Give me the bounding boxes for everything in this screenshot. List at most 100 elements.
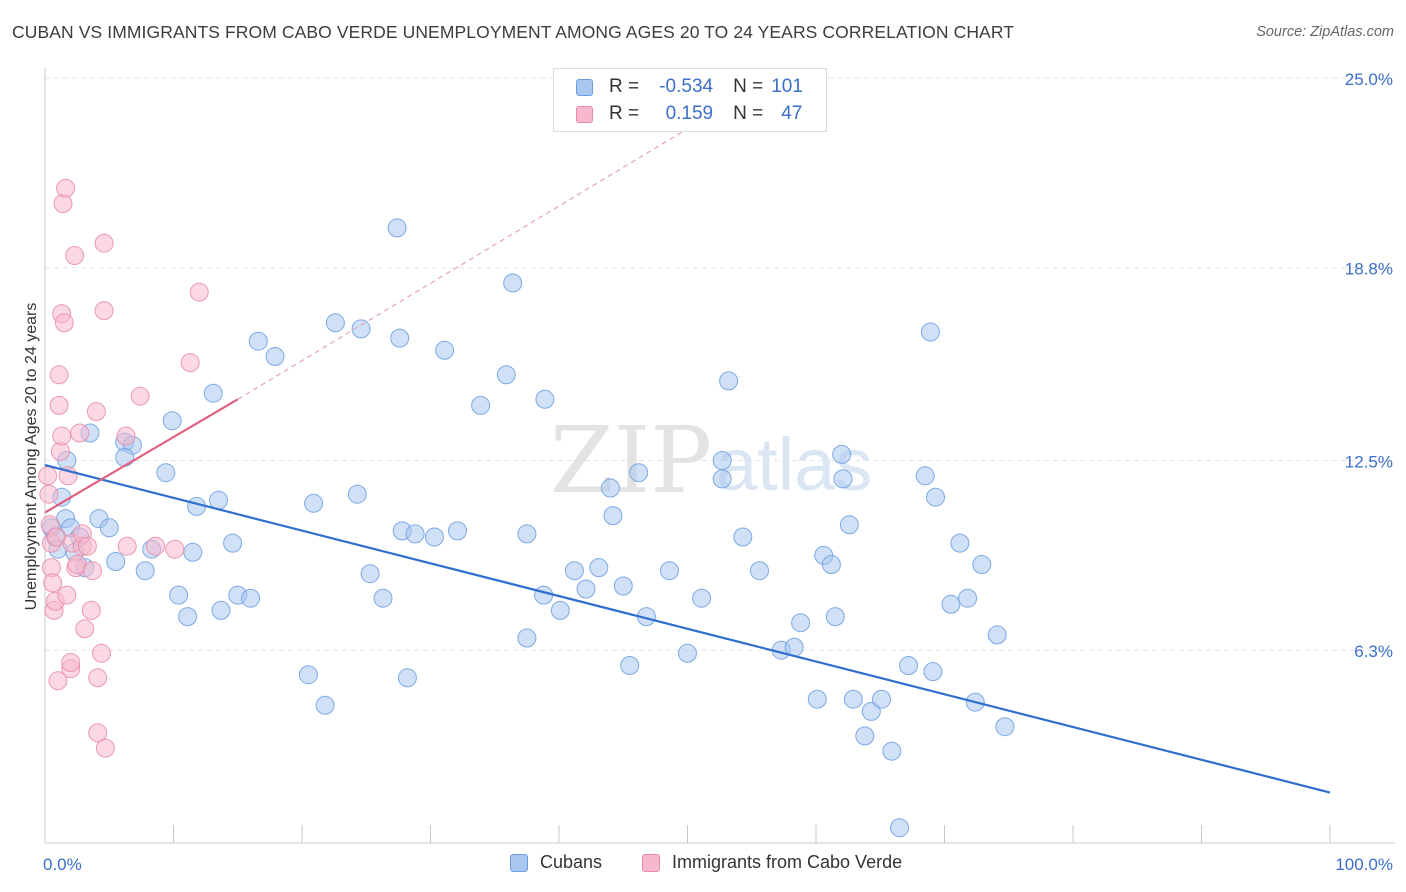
n-value: 47 (781, 103, 803, 124)
r-label: R = (609, 103, 640, 124)
legend-item-cubans[interactable]: Cubans (510, 852, 602, 873)
cubans-point-30 (241, 588, 261, 608)
cubans-point-38 (351, 319, 371, 339)
cubans-point-34 (315, 695, 335, 715)
cubans-point-23 (183, 542, 203, 562)
cubans-point-81 (832, 444, 852, 464)
cubans-point-17 (135, 561, 155, 581)
cubans-point-91 (915, 466, 935, 486)
cubans-point-28 (223, 533, 243, 553)
cubans-point-22 (178, 607, 198, 627)
cubans-point-101 (995, 717, 1015, 737)
cubans-point-48 (448, 521, 467, 541)
data-points (38, 178, 1015, 838)
cabo-verde-point-41 (117, 536, 137, 556)
cabo-verde-trend-extension (237, 105, 727, 400)
cubans-point-57 (564, 561, 584, 581)
cubans-point-32 (265, 347, 285, 366)
cabo-verde-point-31 (81, 600, 101, 620)
n-value: 101 (771, 76, 803, 97)
cubans-point-45 (405, 524, 425, 544)
n-label: N = (733, 103, 764, 124)
cabo-verde-point-42 (130, 386, 150, 406)
stats-row-cubans: R = -0.534 N = 101 (576, 75, 803, 99)
stats-legend: R = -0.534 N = 101 R = 0.159 N = 47 (553, 68, 827, 132)
cubans-point-83 (839, 515, 859, 535)
cubans-point-12 (99, 518, 119, 538)
cubans-point-52 (517, 524, 537, 544)
cubans-point-49 (471, 395, 491, 415)
cabo-verde-point-35 (92, 643, 111, 663)
chart-title: CUBAN VS IMMIGRANTS FROM CABO VERDE UNEM… (12, 22, 1015, 42)
cubans-point-72 (733, 527, 753, 547)
cubans-legend-swatch (510, 853, 528, 872)
r-label: R = (609, 76, 640, 97)
cabo-verde-point-29 (75, 619, 95, 639)
x-tick-label-0: 0.0% (43, 855, 82, 874)
cubans-point-96 (950, 533, 970, 553)
cubans-point-51 (503, 273, 523, 293)
cabo-verde-point-32 (83, 561, 102, 581)
cubans-point-44 (397, 668, 417, 688)
cubans-point-73 (750, 561, 769, 581)
cubans-point-42 (390, 328, 410, 348)
y-tick-label-3: 25.0% (1345, 70, 1393, 89)
cabo-verde-point-30 (77, 536, 97, 556)
cubans-point-84 (843, 689, 863, 709)
cubans-point-90 (899, 656, 918, 675)
cubans-point-33 (298, 665, 318, 685)
cabo-verde-point-45 (180, 353, 200, 373)
cubans-point-88 (882, 741, 902, 761)
x-tick-label-1: 100.0% (1335, 855, 1393, 874)
gridlines (45, 77, 1395, 651)
cabo-verde-point-26 (70, 423, 90, 443)
cubans-point-80 (825, 607, 845, 627)
cubans-point-50 (496, 365, 516, 385)
cabo-verde-point-44 (165, 539, 185, 559)
r-value: -0.534 (659, 76, 714, 97)
cubans-point-20 (162, 411, 182, 431)
cubans-point-93 (923, 662, 943, 682)
cubans-point-69 (712, 469, 732, 489)
cubans-point-56 (550, 600, 570, 620)
cabo-verde-point-9 (48, 671, 68, 691)
cubans-point-82 (833, 469, 853, 489)
cabo-verde-point-40 (116, 426, 136, 446)
cubans-point-89 (890, 818, 909, 838)
stats-row-cabo-verde: R = 0.159 N = 47 (576, 102, 802, 126)
cubans-point-85 (855, 726, 875, 746)
cabo-verde-point-37 (94, 233, 114, 253)
cubans-point-63 (620, 656, 640, 675)
legend-item-cabo-verde[interactable]: Immigrants from Cabo Verde (642, 852, 902, 873)
y-tick-labels: 6.3% 12.5% 18.8% 25.0% (1345, 70, 1393, 661)
cubans-point-21 (169, 585, 189, 605)
cubans-point-41 (387, 218, 407, 238)
cubans-trend-line (44, 464, 1331, 794)
cubans-point-97 (958, 588, 978, 608)
cabo-verde-point-34 (88, 668, 108, 688)
cabo-verde-point-21 (61, 653, 81, 672)
cabo-verde-point-18 (57, 585, 77, 605)
cabo-verde-point-11 (49, 365, 69, 385)
cabo-verde-point-17 (56, 178, 76, 198)
cubans-point-35 (304, 493, 324, 513)
cabo-verde-point-1 (39, 484, 59, 504)
cabo-verde-swatch (576, 105, 593, 123)
cabo-verde-point-36 (88, 723, 108, 743)
cubans-point-87 (872, 689, 891, 709)
cubans-point-67 (678, 643, 697, 663)
cubans-point-62 (603, 506, 623, 526)
cabo-verde-point-0 (38, 466, 58, 486)
cubans-point-64 (629, 463, 649, 483)
cubans-point-58 (576, 579, 596, 599)
cubans-point-25 (203, 383, 223, 403)
axes (44, 68, 1395, 844)
cubans-point-59 (589, 558, 609, 578)
watermark-atlas: atlas (716, 423, 872, 506)
cabo-verde-point-10 (49, 395, 69, 415)
legend-label-cubans: Cubans (540, 852, 603, 872)
cabo-verde-point-38 (94, 301, 114, 321)
cabo-verde-point-13 (52, 426, 72, 446)
cabo-verde-point-33 (86, 402, 106, 421)
cubans-point-94 (926, 487, 945, 507)
